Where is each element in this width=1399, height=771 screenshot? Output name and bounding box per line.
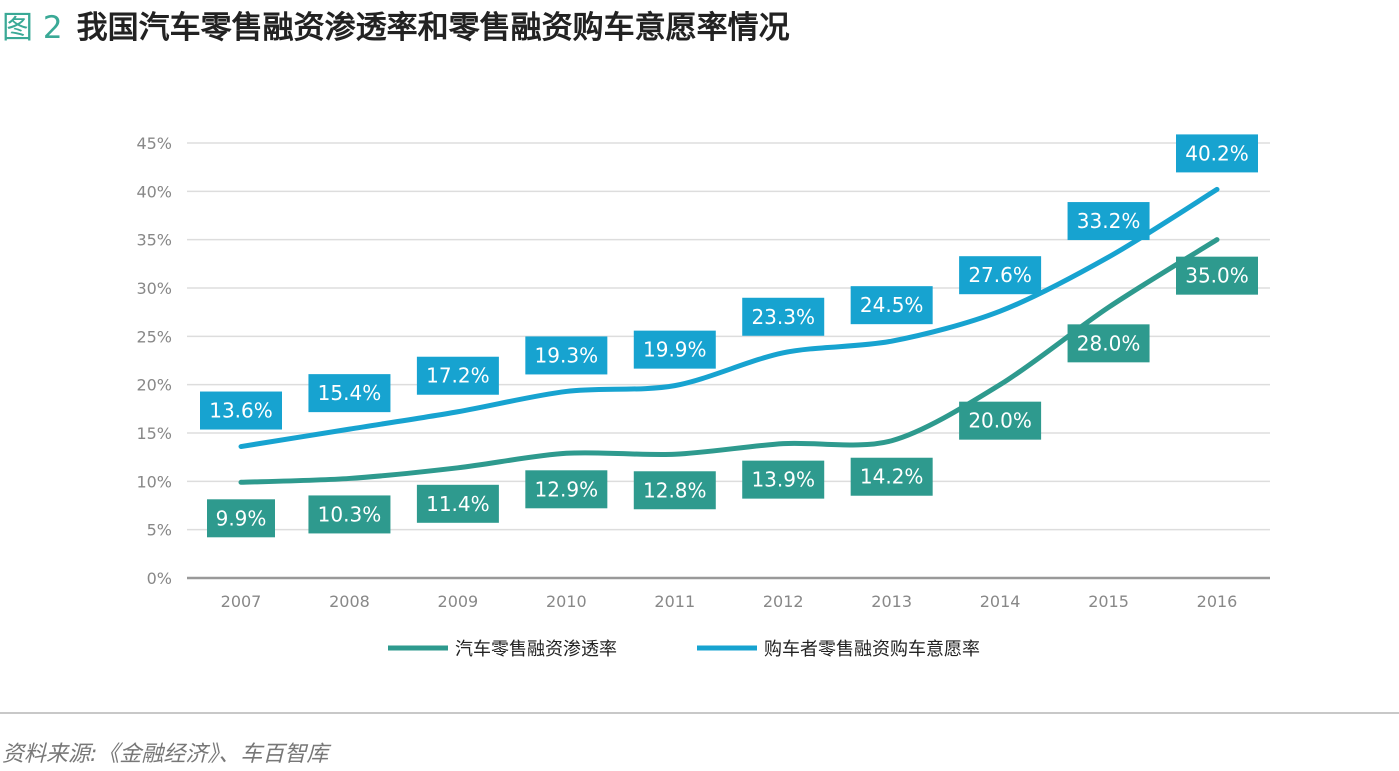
y-tick-label: 5%: [147, 521, 172, 540]
data-label: 13.9%: [751, 468, 815, 492]
y-tick-label: 10%: [136, 472, 172, 491]
data-label-box: [633, 471, 716, 510]
data-label-box: [416, 484, 499, 523]
data-label: 11.4%: [426, 492, 490, 516]
legend-label: 购车者零售融资购车意愿率: [764, 639, 980, 660]
data-label: 24.5%: [860, 293, 924, 317]
data-label: 40.2%: [1185, 141, 1249, 165]
chart-title: 图 2 我国汽车零售融资渗透率和零售融资购车意愿率情况: [2, 2, 790, 47]
y-tick-label: 20%: [136, 376, 172, 395]
data-label: 15.4%: [318, 381, 382, 405]
data-label: 10.3%: [318, 502, 382, 526]
x-tick-label: 2015: [1088, 592, 1129, 611]
data-label-box: [1176, 134, 1258, 173]
title-text: 我国汽车零售融资渗透率和零售融资购车意愿率情况: [76, 10, 790, 46]
data-label-box: [1176, 256, 1258, 295]
data-label: 12.9%: [535, 477, 599, 501]
data-label-box: [308, 495, 391, 534]
data-label-box: [850, 286, 933, 325]
data-label-box: [742, 460, 825, 499]
data-label-box: [959, 401, 1042, 440]
x-tick-label: 2016: [1197, 592, 1238, 611]
x-tick-label: 2013: [871, 592, 912, 611]
data-label-box: [1067, 324, 1150, 363]
y-tick-label: 35%: [136, 231, 172, 250]
data-label-box: [416, 356, 499, 395]
data-label: 12.8%: [643, 478, 707, 502]
line-chart: 0% 5% 10% 15% 20% 25% 30% 35% 40% 45% 2007 2008 2009…: [136, 134, 1270, 660]
y-tick-label: 15%: [136, 424, 172, 443]
data-label: 23.3%: [751, 305, 815, 329]
x-tick-label: 2012: [763, 592, 804, 611]
data-label-box: [200, 391, 282, 430]
data-label-box: [633, 330, 716, 369]
divider: [0, 712, 1399, 714]
series-line: [238, 186, 1220, 450]
data-label-box: [959, 256, 1042, 295]
series-line: [238, 237, 1220, 485]
source-note: 资料来源:《金融经济》、车百智库: [2, 742, 329, 767]
y-tick-label: 45%: [136, 134, 172, 153]
data-label: 19.9%: [643, 338, 707, 362]
x-tick-label: 2009: [438, 592, 479, 611]
data-label: 35.0%: [1185, 264, 1249, 288]
legend-label: 汽车零售融资渗透率: [455, 639, 617, 660]
x-tick-label: 2010: [546, 592, 587, 611]
y-tick-label: 25%: [136, 327, 172, 346]
x-tick-label: 2011: [654, 592, 695, 611]
data-label: 13.6%: [209, 399, 273, 423]
data-label-box: [1067, 202, 1150, 241]
data-label-box: [308, 374, 391, 413]
x-tick-label: 2008: [329, 592, 370, 611]
data-label: 20.0%: [968, 409, 1032, 433]
y-tick-label: 40%: [136, 182, 172, 201]
data-label-box: [525, 336, 608, 375]
x-tick-label: 2014: [980, 592, 1021, 611]
data-label: 14.2%: [860, 465, 924, 489]
y-tick-label: 0%: [147, 569, 172, 588]
data-label-box: [525, 470, 608, 509]
data-label: 17.2%: [426, 364, 490, 388]
data-label-box: [850, 457, 933, 496]
x-tick-label: 2007: [221, 592, 262, 611]
data-label: 27.6%: [968, 263, 1032, 287]
figure-label: 图 2: [2, 10, 63, 46]
y-tick-label: 30%: [136, 279, 172, 298]
data-label-box: [207, 499, 275, 538]
data-label: 19.3%: [535, 343, 599, 367]
data-label-box: [742, 297, 825, 336]
data-label: 9.9%: [216, 506, 267, 530]
data-label: 33.2%: [1077, 209, 1141, 233]
data-label: 28.0%: [1077, 331, 1141, 355]
